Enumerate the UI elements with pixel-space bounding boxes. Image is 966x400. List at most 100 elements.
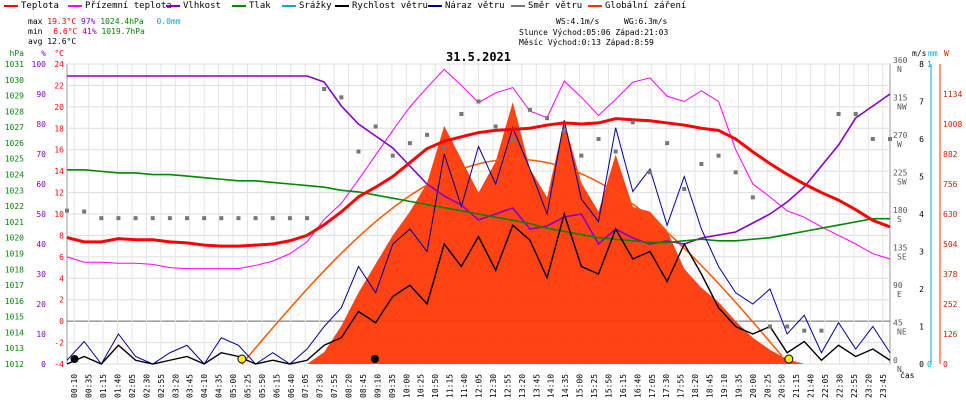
stats-min: min 6.6°C 41% 1019.7hPa	[28, 27, 145, 36]
wind-dir-point	[819, 328, 824, 333]
axis-pressure-tick: 1022	[5, 202, 24, 211]
axis-wind-dir-tick: N	[897, 65, 902, 74]
legend-item-3: Tlak	[232, 1, 271, 11]
axis-temperature-tick: 14	[54, 167, 64, 176]
series-temperature	[66, 117, 891, 248]
time-tick: 09:35	[388, 374, 397, 398]
time-tick: 23:45	[879, 374, 888, 398]
legend-label: Srážky	[299, 1, 332, 11]
axis-pressure-tick: 1031	[5, 60, 24, 69]
wind-dir-point	[442, 145, 447, 150]
time-tick: 06:40	[287, 374, 296, 398]
legend-label: Náraz větru	[445, 1, 505, 11]
time-tick: 10:50	[431, 374, 440, 398]
axis-temperature-tick: 20	[54, 103, 64, 112]
axis-temperature-unit: °C	[54, 49, 64, 58]
axis-wind-speed-tick: 4	[919, 210, 924, 219]
wind-dir-point	[116, 216, 121, 221]
time-tick: 00:10	[70, 374, 79, 398]
axis-radiation-tick: 0	[943, 360, 948, 369]
legend-item-8: Globální záření	[588, 1, 686, 11]
legend-item-5: Rychlost větru	[335, 1, 428, 11]
sunrise-marker	[237, 354, 247, 364]
axis-wind-dir-tick: SW	[897, 178, 907, 187]
wind-speed-stat: WS:4.1m/s	[556, 17, 600, 26]
legend-swatch	[232, 4, 246, 7]
axis-pressure-tick: 1013	[5, 344, 24, 353]
time-tick: 14:35	[561, 374, 570, 398]
axis-wind-dir-tick: 270	[893, 131, 908, 140]
time-tick: 14:10	[547, 374, 556, 398]
axis-radiation-tick: 1008	[943, 120, 962, 129]
wind-dir-point	[562, 128, 567, 133]
time-tick: 05:00	[229, 374, 238, 398]
wind-gust-stat: WG:6.3m/s	[624, 17, 668, 26]
wind-dir-point	[613, 149, 618, 154]
legend-swatch	[4, 4, 18, 7]
wind-dir-point	[133, 216, 138, 221]
time-tick: 04:35	[215, 374, 224, 398]
time-tick: 20:00	[749, 374, 758, 398]
time-tick: 02:55	[157, 374, 166, 398]
sunset-marker	[784, 354, 794, 364]
axis-temperature-tick: 18	[54, 124, 64, 133]
legend-swatch	[428, 4, 442, 7]
wind-dir-point	[253, 216, 258, 221]
time-tick: 07:05	[301, 374, 310, 398]
time-tick: 12:55	[503, 374, 512, 398]
time-tick: 17:55	[677, 374, 686, 398]
axis-wind-dir-tick: N	[897, 365, 902, 374]
time-tick: 21:15	[792, 374, 801, 398]
wind-dir-point	[716, 153, 721, 158]
wind-dir-point	[185, 216, 190, 221]
time-tick: 01:15	[99, 374, 108, 398]
legend-item-0: Teplota	[4, 1, 59, 11]
axis-wind-dir-tick: S	[897, 215, 902, 224]
legend-label: Směr větru	[528, 1, 583, 11]
time-tick: 17:05	[648, 374, 657, 398]
axis-wind-dir-tick: 225	[893, 169, 908, 178]
wind-dir-point	[167, 216, 172, 221]
wind-dir-point	[802, 328, 807, 333]
time-tick: 05:25	[243, 374, 252, 398]
legend-label: Vlhkost	[183, 1, 221, 11]
time-tick: 06:15	[272, 374, 281, 398]
axis-radiation-tick: 126	[943, 330, 958, 339]
series-humidity	[67, 75, 891, 246]
time-tick: 11:40	[460, 374, 469, 398]
legend-swatch	[335, 4, 349, 7]
axis-wind-speed-unit: m/s	[912, 49, 927, 58]
legend-item-2: Vlhkost	[166, 1, 221, 11]
axis-wind-dir-tick: 0	[893, 356, 898, 365]
legend-item-1: Přízemní teplota	[68, 1, 172, 11]
time-tick: 13:20	[518, 374, 527, 398]
wind-dir-point	[510, 137, 515, 141]
axis-radiation-tick: 882	[943, 150, 958, 159]
axis-humidity-tick: 0	[41, 360, 46, 369]
time-tick: 04:10	[200, 374, 209, 398]
axis-pressure-tick: 1027	[5, 123, 24, 132]
moonset-marker	[370, 355, 379, 363]
axis-pressure-unit: hPa	[10, 49, 25, 58]
axis-wind-dir-tick: 135	[893, 244, 908, 253]
axis-radiation-tick: 504	[943, 240, 958, 249]
wind-dir-point	[459, 112, 464, 116]
axis-pressure-tick: 1026	[5, 139, 24, 148]
wind-dir-point	[493, 124, 498, 129]
time-tick: 18:20	[691, 374, 700, 398]
axis-humidity-tick: 40	[36, 240, 46, 249]
chart-title: 31.5.2021	[446, 50, 511, 64]
time-tick: 13:45	[532, 374, 541, 398]
wind-dir-point	[373, 124, 378, 129]
axis-pressure-tick: 1021	[5, 218, 24, 227]
time-tick: 15:00	[576, 374, 585, 398]
wind-dir-point	[888, 137, 892, 141]
wind-dir-point	[150, 216, 155, 221]
axis-wind-dir-tick: E	[897, 290, 902, 299]
time-tick: 10:00	[402, 374, 411, 398]
time-tick: 03:45	[186, 374, 195, 398]
legend-swatch	[588, 4, 602, 7]
axis-temperature-tick: 8	[59, 231, 64, 240]
axis-wind-speed-tick: 2	[919, 285, 924, 294]
